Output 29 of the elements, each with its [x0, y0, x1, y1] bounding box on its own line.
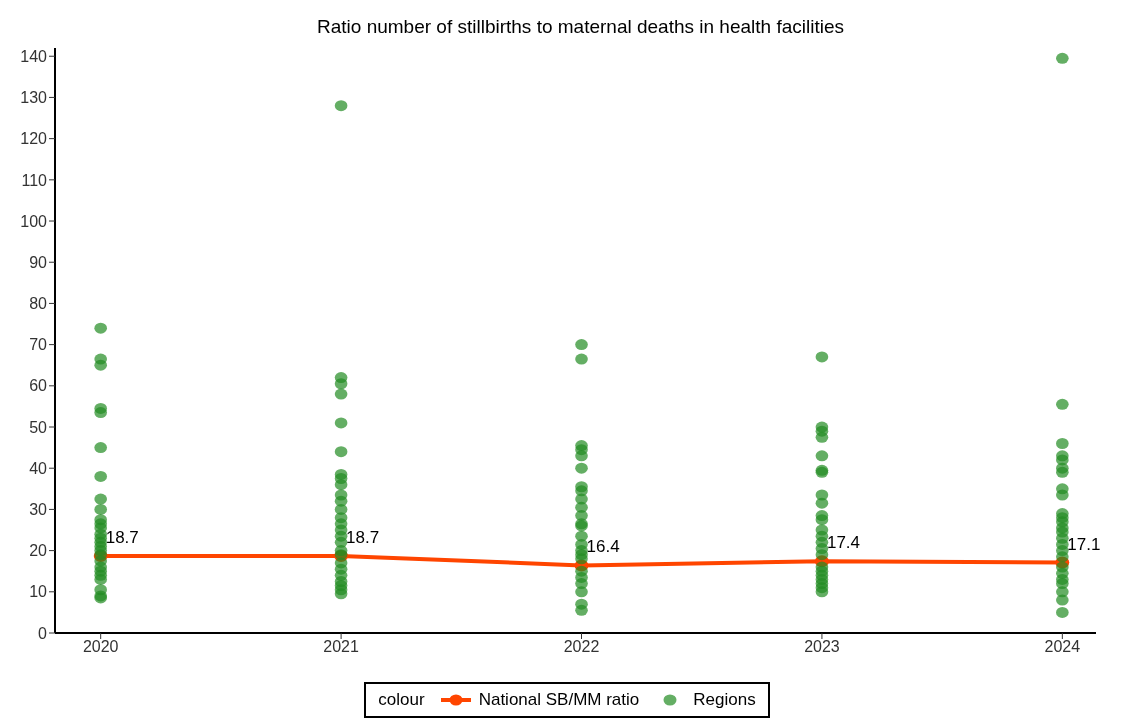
- y-tick-label: 110: [21, 171, 48, 189]
- legend-title: colour: [378, 690, 425, 710]
- x-tick-label: 2021: [323, 638, 359, 656]
- y-tick-label: 10: [29, 583, 48, 601]
- legend-label: Regions: [693, 690, 756, 710]
- y-tick-label: 90: [29, 253, 48, 271]
- x-tick-label: 2024: [1044, 638, 1081, 656]
- data-label: 18.7: [105, 527, 139, 547]
- y-tick-label: 70: [29, 336, 48, 354]
- x-tick-label: 2023: [804, 638, 840, 656]
- y-tick-label: 20: [29, 542, 48, 560]
- y-tick-label: 40: [29, 459, 48, 477]
- data-label: 17.4: [826, 533, 861, 553]
- legend-label: National SB/MM ratio: [478, 690, 640, 710]
- data-label: 17.1: [1067, 534, 1101, 554]
- y-tick-label: 140: [20, 47, 48, 65]
- y-tick-label: 80: [29, 295, 48, 313]
- chart-title: Ratio number of stillbirths to maternal deaths in health facilities: [316, 16, 845, 38]
- y-tick-label: 0: [38, 624, 48, 642]
- data-label: 16.4: [586, 537, 620, 557]
- y-tick-label: 100: [20, 212, 48, 230]
- x-tick-label: 2020: [82, 638, 119, 656]
- y-tick-label: 120: [20, 130, 48, 148]
- y-tick-label: 60: [29, 377, 48, 395]
- y-tick-label: 30: [29, 501, 48, 519]
- y-tick-label: 50: [29, 418, 48, 436]
- y-tick-label: 130: [20, 89, 48, 107]
- data-label: 18.7: [346, 527, 380, 547]
- x-tick-label: 2022: [563, 638, 600, 656]
